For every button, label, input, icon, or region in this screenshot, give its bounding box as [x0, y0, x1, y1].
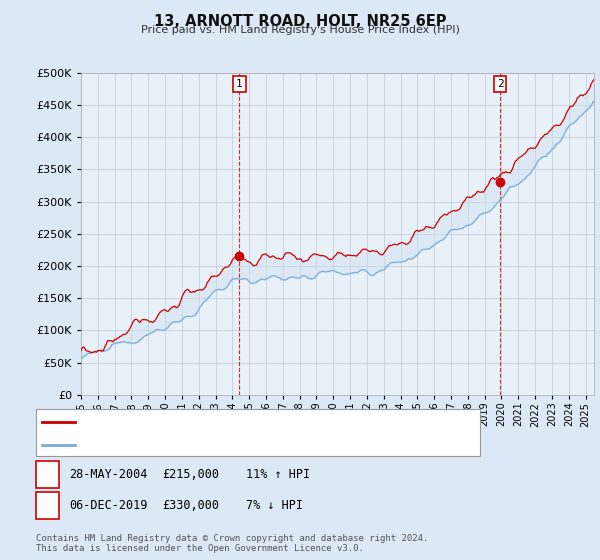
Text: Contains HM Land Registry data © Crown copyright and database right 2024.
This d: Contains HM Land Registry data © Crown c… — [36, 534, 428, 553]
Text: 28-MAY-2004: 28-MAY-2004 — [69, 468, 148, 482]
Text: 06-DEC-2019: 06-DEC-2019 — [69, 499, 148, 512]
Text: 1: 1 — [236, 80, 243, 89]
Text: 1: 1 — [44, 468, 51, 482]
Text: 13, ARNOTT ROAD, HOLT, NR25 6EP: 13, ARNOTT ROAD, HOLT, NR25 6EP — [154, 14, 446, 29]
Text: HPI: Average price, detached house, North Norfolk: HPI: Average price, detached house, Nort… — [81, 440, 387, 450]
Text: 2: 2 — [44, 499, 51, 512]
Text: 11% ↑ HPI: 11% ↑ HPI — [246, 468, 310, 482]
Text: 2: 2 — [497, 80, 503, 89]
Text: Price paid vs. HM Land Registry's House Price Index (HPI): Price paid vs. HM Land Registry's House … — [140, 25, 460, 35]
Text: 7% ↓ HPI: 7% ↓ HPI — [246, 499, 303, 512]
Text: £215,000: £215,000 — [162, 468, 219, 482]
Text: £330,000: £330,000 — [162, 499, 219, 512]
Text: 13, ARNOTT ROAD, HOLT, NR25 6EP (detached house): 13, ARNOTT ROAD, HOLT, NR25 6EP (detache… — [81, 417, 381, 427]
